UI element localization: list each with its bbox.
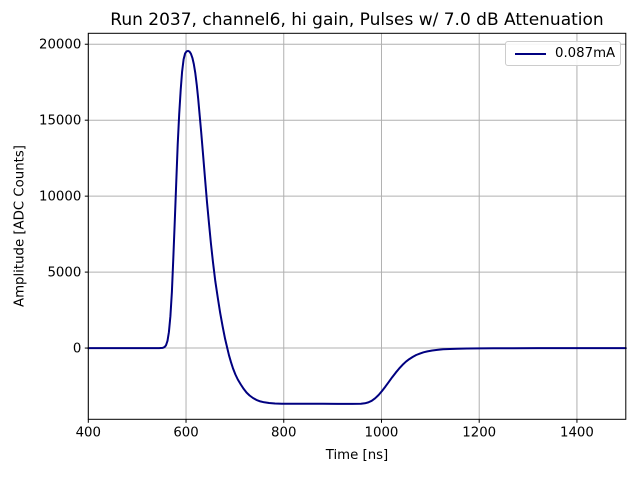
legend: 0.087mA [505, 41, 621, 66]
axes-spines [87, 32, 627, 420]
legend-line-swatch [515, 52, 546, 55]
x-tick-label-1200: 1200 [462, 425, 496, 440]
y-tick-label-0: 0 [73, 342, 81, 357]
y-tick-label-5000: 5000 [47, 266, 81, 281]
series-line [87, 49, 627, 405]
x-tick-label-1000: 1000 [365, 425, 399, 440]
legend-label: 0.087mA [555, 46, 616, 61]
chart-title: Run 2037, channel6, hi gain, Pulses w/ 7… [110, 10, 604, 30]
x-tick-label-1400: 1400 [560, 425, 594, 440]
x-tick-label-600: 600 [173, 425, 198, 440]
y-tick-label-10000: 10000 [39, 190, 81, 205]
x-axis-label: Time [ns] [325, 448, 389, 463]
x-tick-label-800: 800 [271, 425, 296, 440]
y-tick-label-20000: 20000 [39, 38, 81, 53]
y-tick-label-15000: 15000 [39, 114, 81, 129]
x-tick-label-400: 400 [76, 425, 101, 440]
